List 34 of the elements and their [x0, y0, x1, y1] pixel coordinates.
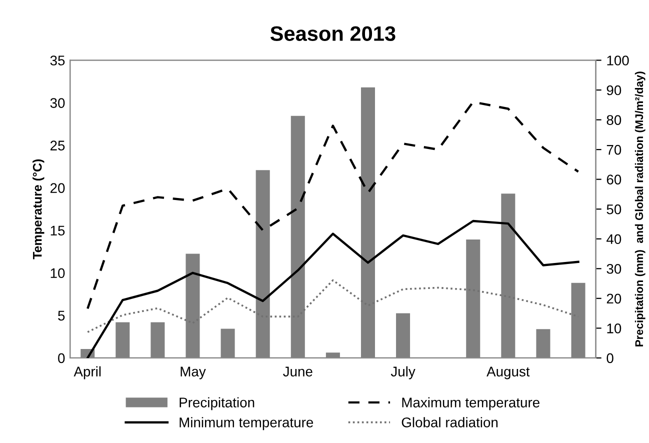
line-series — [86, 220, 580, 358]
x-tick-label: April — [74, 366, 101, 380]
y2-axis-title: Precipitation (mm) and Global radiation (MJ/m²/day) — [634, 72, 646, 346]
y-tick-label: 30 — [50, 98, 65, 108]
y2-tick-label: 70 — [606, 144, 622, 155]
y-tick-label: 25 — [50, 140, 65, 150]
y2-tick-label: 40 — [606, 234, 622, 244]
legend-label: Minimum temperature — [180, 417, 314, 430]
y2-tick-label: 90 — [606, 85, 622, 96]
chart-title: Season 2013 — [270, 26, 396, 42]
y2-tick-label: 100 — [607, 56, 629, 66]
legend-label: Global radiation — [402, 417, 498, 428]
y2-tick-label: 60 — [606, 174, 622, 184]
x-tick-label: August — [486, 366, 530, 380]
x-tick-label: July — [390, 366, 416, 380]
y-tick-label: 5 — [58, 310, 65, 321]
y2-tick-label: 20 — [606, 294, 622, 304]
y2-tick-label: 10 — [607, 324, 622, 334]
y-tick-label: 35 — [50, 56, 65, 66]
legend-label: Precipitation — [180, 397, 254, 410]
legend-label: Maximum temperature — [402, 397, 540, 410]
y2-tick-label: 80 — [606, 115, 622, 125]
y-tick-label: 0 — [58, 353, 65, 364]
line-series — [86, 279, 580, 333]
y2-tick-label: 0 — [606, 353, 614, 364]
y-axis-title: Temperature (°C) — [32, 159, 44, 260]
x-tick-label: June — [283, 366, 312, 376]
y-tick-label: 10 — [50, 268, 65, 278]
line-series — [86, 100, 580, 310]
y2-tick-label: 50 — [606, 204, 622, 214]
y-tick-label: 20 — [50, 183, 65, 193]
y-tick-label: 15 — [50, 226, 65, 236]
x-tick-label: May — [180, 366, 206, 380]
y2-tick-label: 30 — [606, 264, 622, 274]
